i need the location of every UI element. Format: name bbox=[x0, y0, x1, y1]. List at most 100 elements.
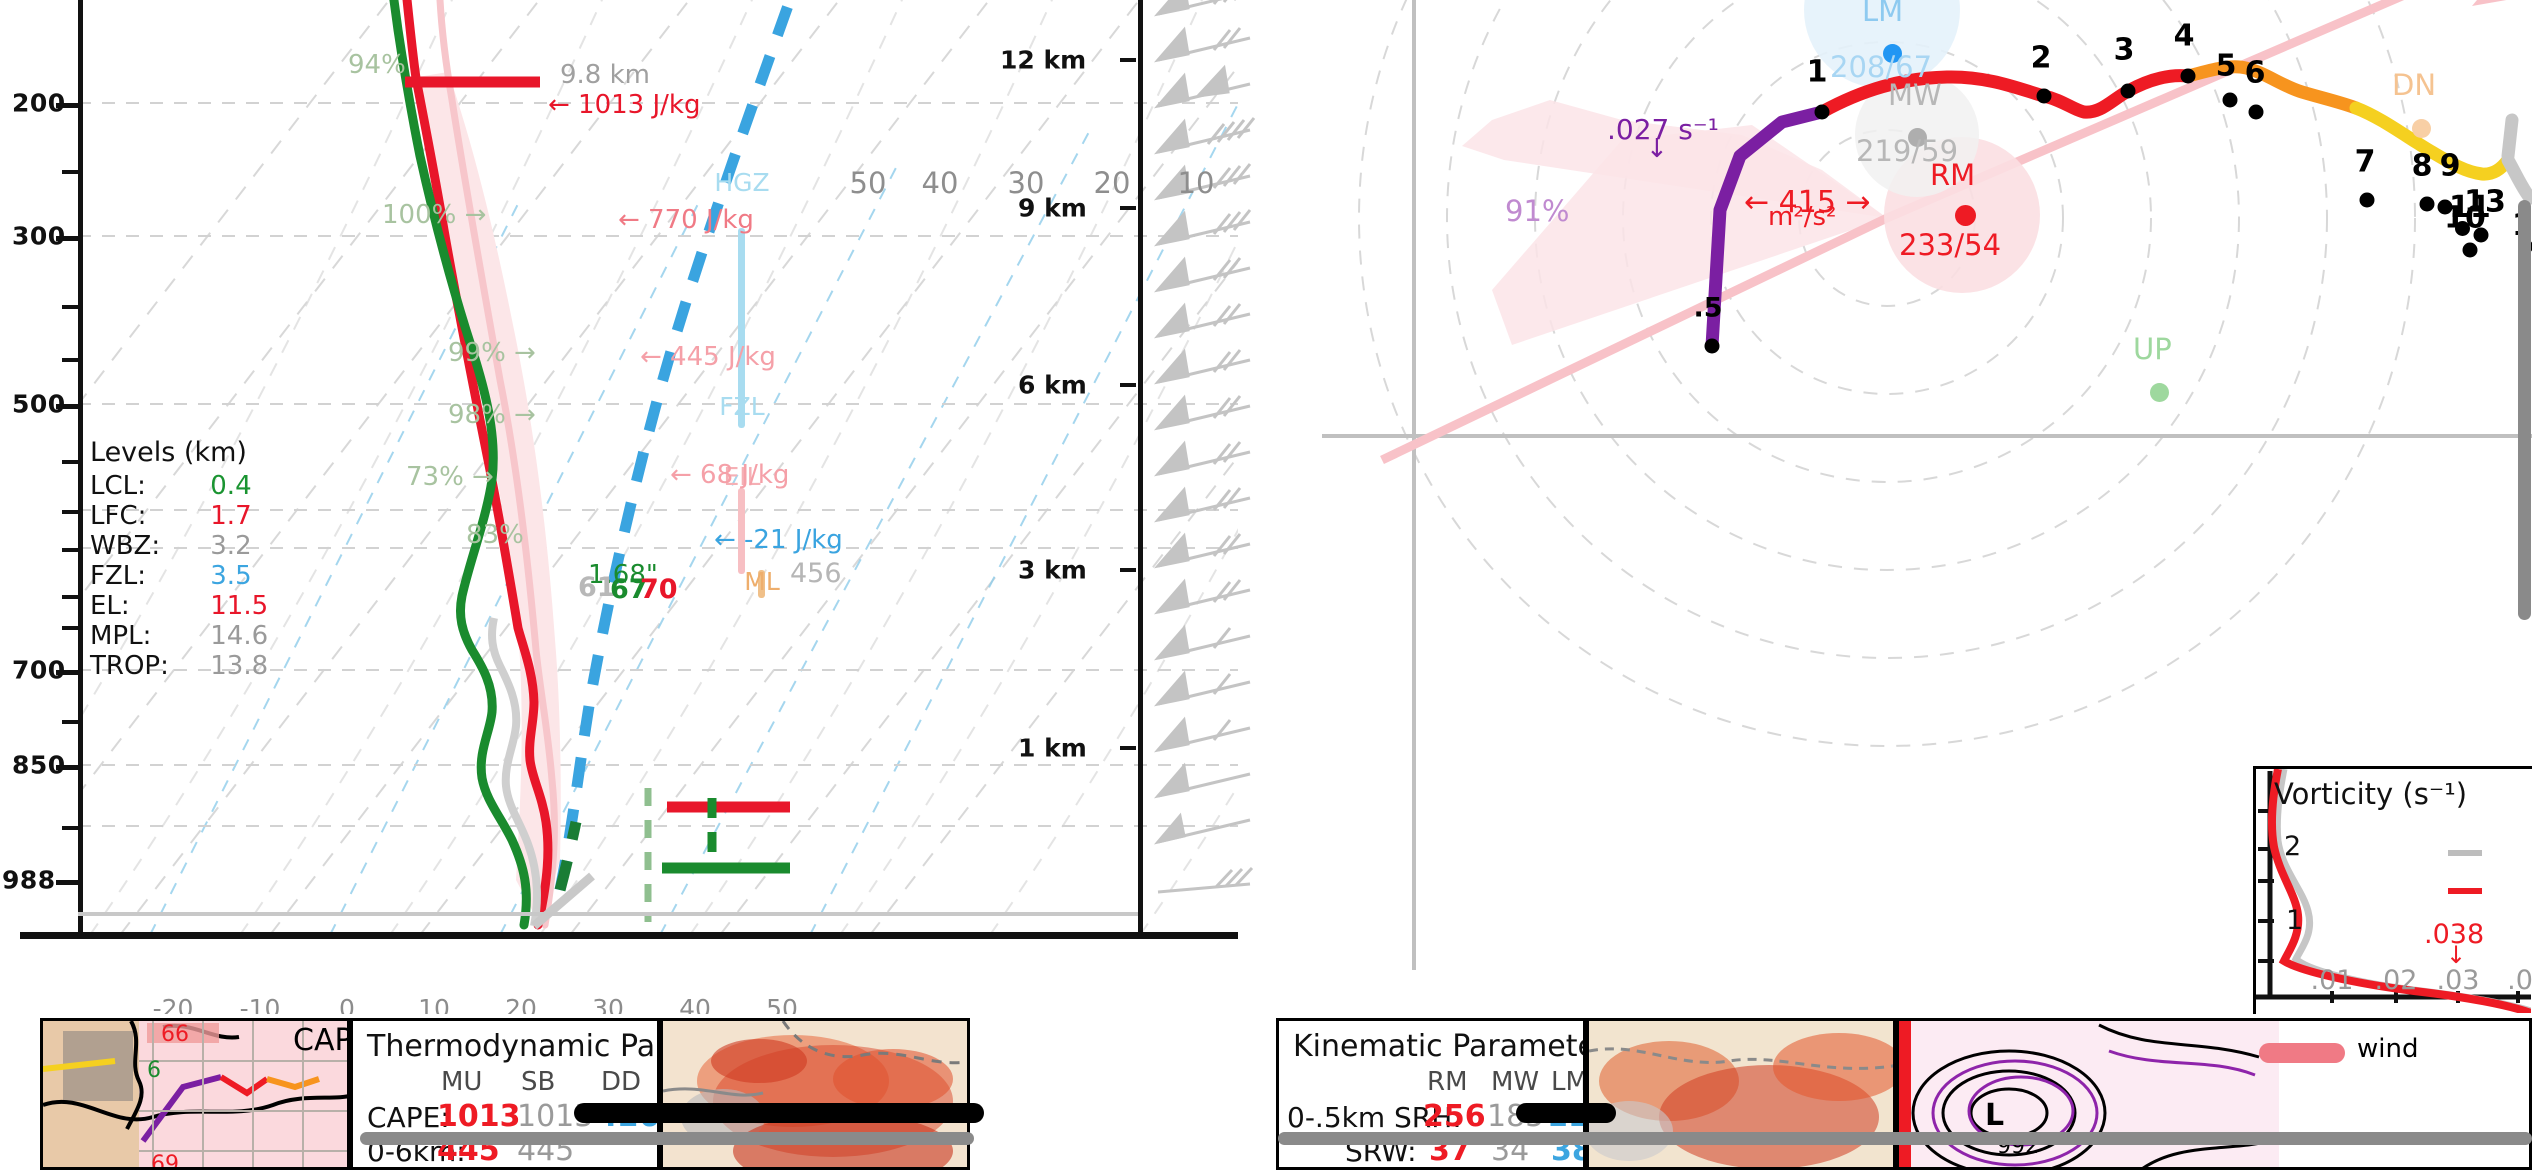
thermo-col-dd: DD bbox=[601, 1067, 642, 1097]
pressure-tick bbox=[56, 670, 78, 675]
kinematic-parameters-panel[interactable]: Kinematic Parameters RM MW LM 0-.5km SRH… bbox=[1276, 1018, 1586, 1170]
thermo-0-3km-sb: 68 bbox=[517, 1165, 555, 1167]
hodograph-point-label-3: 3 bbox=[2113, 32, 2135, 68]
vorticity-x-label-04: .0 bbox=[2507, 965, 2532, 996]
hodograph-point-label-4: 4 bbox=[2173, 18, 2195, 54]
satellite-map-graphic bbox=[1589, 1021, 1893, 1167]
kin-omega-mw: .02 bbox=[1491, 1165, 1539, 1167]
svg-text:L: L bbox=[1985, 1098, 2004, 1133]
storm-motion-dn-marker[interactable] bbox=[2412, 119, 2431, 138]
level-value-fzl: 3.5 bbox=[210, 561, 252, 591]
storm-motion-mw-marker[interactable] bbox=[1908, 128, 1927, 147]
hodograph-panel[interactable]: 50 40 30 20 10 .5 1 2 3 4 5 6 7 8 9 10 1… bbox=[850, 0, 2532, 1015]
level-key-trop: TROP: bbox=[90, 651, 169, 681]
hodograph-point bbox=[2462, 242, 2478, 258]
hodograph-point bbox=[2419, 196, 2435, 212]
storm-motion-up-marker[interactable] bbox=[2150, 383, 2169, 402]
satellite-map-thumbnail[interactable] bbox=[1586, 1018, 1896, 1170]
cape-map-thumbnail[interactable]: 66 6 69 CAPE bbox=[40, 1018, 350, 1170]
level-key-fzl: FZL: bbox=[90, 561, 147, 591]
rh-label-73: 73% → bbox=[406, 462, 494, 492]
vorticity-plot bbox=[2256, 769, 2531, 1013]
srh-area-annotation: ← 415 → bbox=[1744, 185, 1871, 220]
thermo-col-mu: MU bbox=[441, 1067, 483, 1097]
pressure-tick-minor bbox=[62, 510, 78, 514]
vorticity-inset-title: Vorticity (s⁻¹) bbox=[2274, 777, 2468, 811]
pressure-label-300: 300 bbox=[12, 221, 66, 251]
hodograph-vertical-scrollbar[interactable] bbox=[2518, 200, 2531, 620]
fzl-label: FZL bbox=[719, 392, 765, 421]
ml-label: ML bbox=[744, 567, 780, 596]
level-value-wbz: 3.2 bbox=[210, 531, 252, 561]
height-label-9km: 9 km bbox=[1018, 193, 1087, 223]
storm-motion-rm-value: 233/54 bbox=[1899, 228, 2002, 262]
eil-label: EIL bbox=[723, 462, 761, 491]
thermo-panel-horizontal-scrollbar[interactable] bbox=[574, 1103, 984, 1123]
skewt-right-axis bbox=[1138, 0, 1143, 937]
hodograph-point-label-13: 13 bbox=[2464, 184, 2506, 220]
cape-0-6km-annotation: ← 770 J/kg bbox=[618, 205, 754, 235]
thermodynamic-title: Thermodynamic Parameters bbox=[367, 1029, 657, 1064]
level-key-el: EL: bbox=[90, 591, 130, 621]
svg-text:wind: wind bbox=[2357, 1034, 2418, 1064]
level-row-lfc: LFC: 1.7 bbox=[90, 501, 268, 531]
hodograph-point bbox=[2248, 104, 2264, 120]
level-key-lcl: LCL: bbox=[90, 471, 146, 501]
thermo-col-sb: SB bbox=[521, 1067, 556, 1097]
level-key-wbz: WBZ: bbox=[90, 531, 161, 561]
svg-text:66: 66 bbox=[161, 1022, 189, 1047]
skewt-log-p-diagram[interactable]: 200 300 500 700 850 988 -20 -10 0 10 20 … bbox=[0, 0, 1256, 1023]
ring-label-30: 30 bbox=[1007, 166, 1045, 200]
kin-srh-rm: 256 bbox=[1423, 1099, 1486, 1134]
pressure-tick bbox=[56, 404, 78, 409]
kinematic-panel-horizontal-track[interactable] bbox=[1278, 1132, 2532, 1145]
hodograph-point-label-1: 1 bbox=[1806, 54, 1828, 90]
cape-0-1km-annotation: ← 68 J/kg bbox=[670, 460, 790, 490]
vorticity-y-label-2: 2 bbox=[2284, 831, 2302, 862]
storm-motion-mw-value: 219/59 bbox=[1856, 134, 1959, 168]
storm-motion-rm-marker[interactable] bbox=[1955, 205, 1976, 226]
surface-analysis-map[interactable]: L 992 wind bbox=[1896, 1018, 2532, 1170]
hodograph-point-label-9: 9 bbox=[2439, 148, 2461, 184]
kinematic-panel-horizontal-scrollbar[interactable] bbox=[1516, 1103, 1616, 1123]
hodograph-point bbox=[2180, 68, 2196, 84]
thermodynamic-parameters-panel[interactable]: Thermodynamic Parameters MU SB DD CAPE: … bbox=[350, 1018, 660, 1170]
vorticity-annotation: .027 s⁻¹ bbox=[1607, 113, 1719, 146]
level-value-mpl: 14.6 bbox=[210, 621, 269, 651]
ring-label-50: 50 bbox=[849, 166, 887, 200]
hgz-layer-bar bbox=[738, 228, 745, 428]
thermo-panel-horizontal-track[interactable] bbox=[360, 1132, 974, 1145]
level-row-trop: TROP: 13.8 bbox=[90, 651, 268, 681]
storm-motion-lm-marker[interactable] bbox=[1883, 44, 1902, 63]
surface-value-wetbulb: 61 bbox=[578, 572, 616, 603]
bottom-panel-strip: 66 6 69 CAPE Thermodynamic Parameters MU… bbox=[0, 1014, 2532, 1170]
pressure-tick-minor bbox=[62, 305, 78, 309]
pressure-label-200: 200 bbox=[12, 88, 66, 118]
height-label-1km: 1 km bbox=[1018, 733, 1087, 763]
vorticity-y-label-1: 1 bbox=[2286, 905, 2304, 936]
skewt-surface-line bbox=[78, 912, 1138, 916]
level-row-fzl: FZL: 3.5 bbox=[90, 561, 268, 591]
level-row-wbz: WBZ: 3.2 bbox=[90, 531, 268, 561]
svg-text:6: 6 bbox=[147, 1058, 161, 1083]
hodograph-point bbox=[2473, 227, 2489, 243]
level-value-trop: 13.8 bbox=[210, 651, 269, 681]
hodograph-point-label-11: 11 bbox=[2449, 190, 2491, 225]
level-key-lfc: LFC: bbox=[90, 501, 147, 531]
vorticity-inset-panel[interactable]: Vorticity (s⁻¹) 2 1 .01 .02 .03 .0 .038 … bbox=[2253, 766, 2532, 1020]
kin-col-mw: MW bbox=[1491, 1067, 1540, 1097]
hodograph-point-11-dot bbox=[2455, 221, 2470, 236]
kin-row-label-srh: 0-.5km SRH: bbox=[1287, 1101, 1462, 1134]
wind-barb-column bbox=[1153, 0, 1256, 894]
cin-annotation: ← -21 J/kg bbox=[714, 525, 843, 555]
pressure-tick-minor bbox=[62, 548, 78, 552]
hodograph-point bbox=[2222, 92, 2238, 108]
radar-map-thumbnail[interactable] bbox=[660, 1018, 970, 1170]
kin-col-lm: LM bbox=[1551, 1067, 1586, 1097]
height-tick bbox=[1120, 746, 1136, 750]
hodograph-point-label-5: 5 bbox=[2215, 48, 2237, 84]
pressure-tick bbox=[56, 103, 78, 108]
ring-label-40: 40 bbox=[921, 166, 959, 200]
pressure-tick-minor bbox=[62, 595, 78, 599]
vorticity-peak-label: .038 bbox=[2424, 919, 2485, 950]
